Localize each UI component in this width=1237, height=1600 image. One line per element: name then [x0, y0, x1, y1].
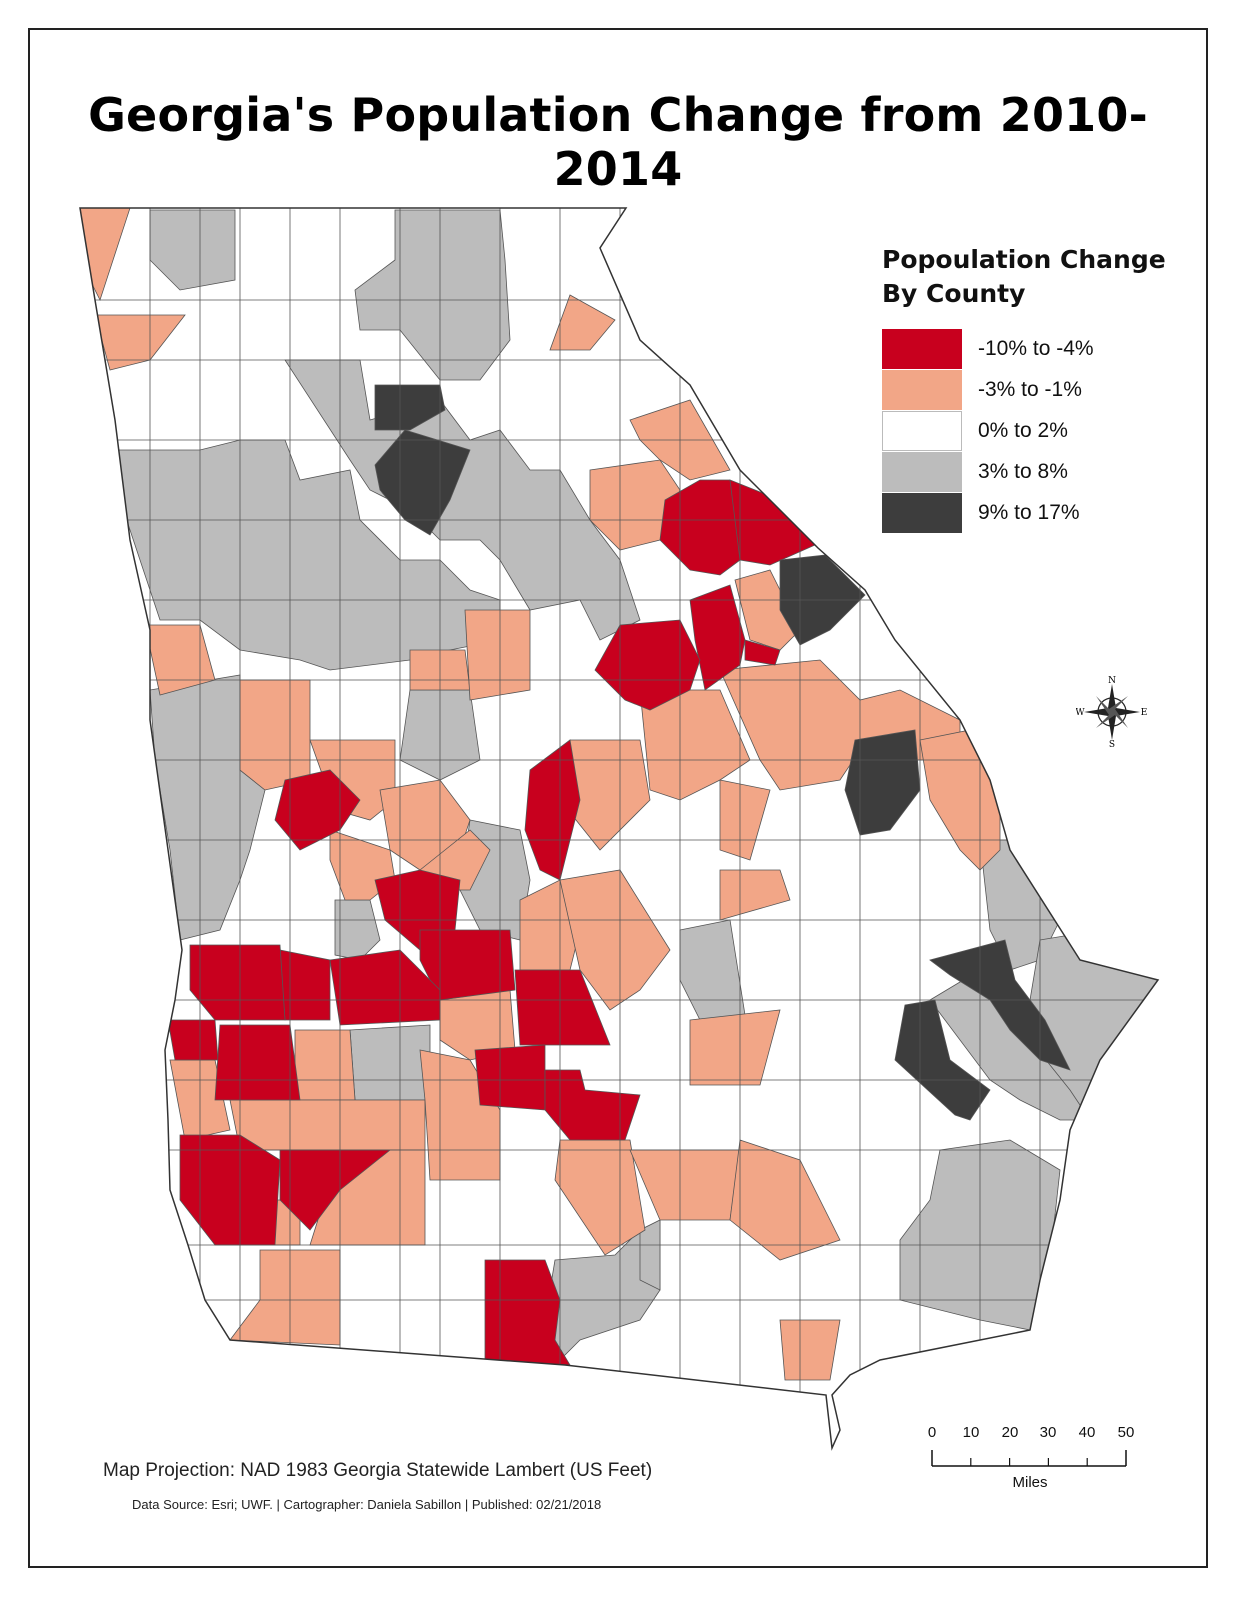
compass-n-label: N: [1108, 676, 1116, 686]
legend-swatch-9-17: [882, 493, 962, 533]
scale-units: Miles: [1012, 1474, 1048, 1491]
scale-tick-label: 40: [1078, 1424, 1096, 1441]
county: [744, 639, 781, 666]
county: [779, 1319, 841, 1381]
county: [639, 1219, 661, 1291]
county: [549, 294, 616, 351]
county: [229, 1099, 426, 1151]
county: [419, 929, 516, 1001]
state-outline: [79, 207, 1160, 1451]
compass-w-label: W: [1076, 708, 1085, 718]
county: [229, 1249, 341, 1346]
legend-item: -10% to -4%: [882, 329, 1202, 369]
county: [214, 1024, 301, 1101]
compass-rose-icon: N S E W: [1076, 676, 1148, 748]
legend-label: -10% to -4%: [978, 337, 1094, 360]
county: [514, 969, 611, 1046]
scale-tick-label: 50: [1117, 1424, 1135, 1441]
county: [844, 729, 921, 836]
county: [474, 1044, 546, 1111]
compass-ne-point: [1109, 696, 1128, 712]
scale-tick-label: 30: [1039, 1424, 1057, 1441]
compass-sw-point: [1096, 712, 1115, 728]
scale-tick-label: 20: [1001, 1424, 1019, 1441]
legend-label: -3% to -1%: [978, 378, 1082, 401]
counties-neg10-to-neg4: [167, 479, 816, 1366]
county: [929, 939, 1071, 1071]
county: [594, 619, 701, 711]
map-title: Georgia's Population Change from 2010-20…: [88, 88, 1148, 196]
legend-swatch-3-8: [882, 452, 962, 492]
compass-nw-point: [1096, 696, 1112, 715]
county: [294, 1029, 356, 1101]
county: [279, 949, 331, 1021]
counties-3-to-8: [114, 209, 1158, 1361]
compass-s-label: S: [1109, 740, 1115, 748]
county: [734, 569, 801, 651]
county: [189, 944, 286, 1021]
legend: Popoulation Change By County -10% to -4%…: [882, 243, 1202, 534]
legend-label: 3% to 8%: [978, 460, 1068, 483]
county: [719, 869, 791, 921]
legend-title-line2: By County: [882, 279, 1026, 308]
legend-item: 0% to 2%: [882, 411, 1202, 451]
legend-swatch-neg10-neg4: [882, 329, 962, 369]
legend-title: Popoulation Change By County: [882, 243, 1202, 311]
legend-title-line1: Popoulation Change: [882, 245, 1166, 274]
scale-tick-label: 0: [927, 1424, 937, 1441]
compass-e-label: E: [1141, 708, 1148, 718]
county: [239, 679, 311, 791]
compass-north-point: [1108, 684, 1116, 712]
legend-item: 3% to 8%: [882, 452, 1202, 492]
legend-item: -3% to -1%: [882, 370, 1202, 410]
legend-label: 0% to 2%: [978, 419, 1068, 442]
county: [374, 384, 446, 431]
compass-se-point: [1112, 709, 1128, 728]
scale-bar-line: [931, 1450, 1127, 1467]
legend-label: 9% to 17%: [978, 501, 1080, 524]
scale-bar: 0 10 20 30 40 50 Miles: [927, 1424, 1150, 1494]
county: [689, 1009, 781, 1086]
county: [729, 1139, 841, 1261]
county: [374, 429, 471, 536]
projection-note: Map Projection: NAD 1983 Georgia Statewi…: [103, 1460, 653, 1481]
county: [464, 609, 531, 701]
county: [349, 1024, 431, 1101]
legend-item: 9% to 17%: [882, 493, 1202, 533]
legend-swatch-0-2: [882, 411, 962, 451]
county: [167, 1019, 219, 1061]
legend-swatch-neg3-neg1: [882, 370, 962, 410]
compass-west-point: [1084, 708, 1112, 716]
compass-east-point: [1112, 708, 1140, 716]
county: [544, 1069, 641, 1141]
compass-south-point: [1108, 712, 1116, 740]
credits-note: Data Source: Esri; UWF. | Cartographer: …: [132, 1497, 602, 1512]
scale-tick-label: 10: [962, 1424, 980, 1441]
